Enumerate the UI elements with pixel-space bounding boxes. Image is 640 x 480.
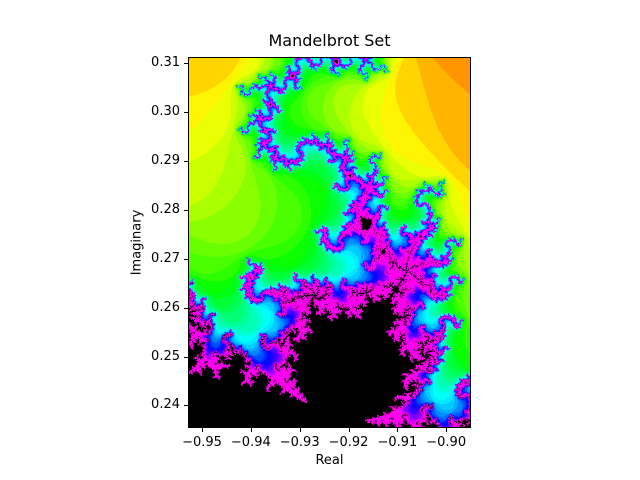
y-tick-label: 0.26 bbox=[151, 299, 180, 315]
y-tick-mark bbox=[184, 63, 188, 65]
y-tick-label: 0.28 bbox=[151, 202, 180, 218]
y-tick-mark bbox=[184, 258, 188, 260]
y-tick-mark bbox=[184, 356, 188, 358]
x-tick-mark bbox=[250, 428, 252, 432]
y-tick-mark bbox=[184, 210, 188, 212]
y-axis-label: Imaginary bbox=[129, 209, 145, 276]
x-tick-label: −0.91 bbox=[377, 435, 418, 450]
x-tick-label: −0.95 bbox=[182, 435, 222, 450]
y-tick-label: 0.25 bbox=[151, 348, 180, 364]
y-tick-label: 0.31 bbox=[151, 55, 180, 71]
x-tick-label: −0.90 bbox=[426, 435, 467, 450]
y-tick-mark bbox=[184, 112, 188, 114]
y-tick-label: 0.29 bbox=[151, 153, 180, 169]
plot-area bbox=[188, 57, 471, 428]
x-tick-mark bbox=[299, 428, 301, 432]
x-tick-mark bbox=[446, 428, 448, 432]
y-tick-label: 0.24 bbox=[151, 397, 180, 413]
y-tick-mark bbox=[184, 161, 188, 163]
chart-title: Mandelbrot Set bbox=[268, 31, 391, 50]
x-tick-mark bbox=[348, 428, 350, 432]
mandelbrot-heatmap bbox=[189, 58, 470, 427]
x-tick-label: −0.92 bbox=[328, 435, 369, 450]
y-tick-label: 0.30 bbox=[151, 104, 180, 120]
x-axis-label: Real bbox=[315, 453, 344, 468]
y-tick-label: 0.27 bbox=[151, 250, 180, 266]
y-tick-mark bbox=[184, 307, 188, 309]
y-tick-mark bbox=[184, 405, 188, 407]
x-tick-label: −0.93 bbox=[279, 435, 320, 450]
x-tick-mark bbox=[202, 428, 203, 432]
x-tick-mark bbox=[397, 428, 399, 432]
x-tick-label: −0.94 bbox=[230, 435, 271, 450]
